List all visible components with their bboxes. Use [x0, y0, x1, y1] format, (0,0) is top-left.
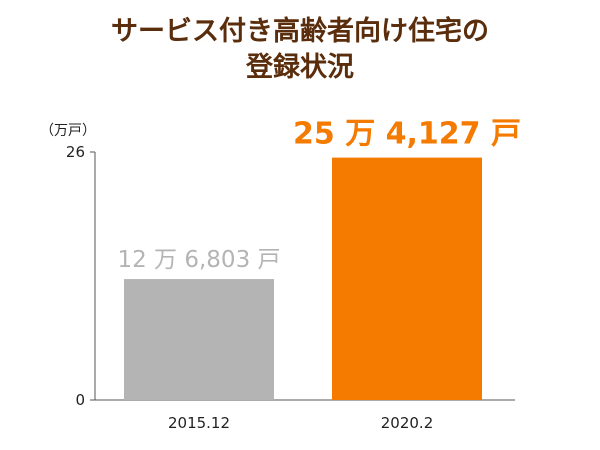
x-tick-label: 2015.12 — [168, 414, 230, 432]
x-tick-label: 2020.2 — [381, 414, 434, 432]
title-line-1: サービス付き高齢者向け住宅の — [111, 16, 489, 47]
data-label-2: 25 万 4,127 戸 — [293, 117, 521, 152]
y-tick-label: 26 — [66, 143, 85, 161]
data-label-1: 12 万 6,803 戸 — [117, 247, 280, 273]
bar-2 — [332, 157, 482, 400]
chart-title: サービス付き高齢者向け住宅の 登録状況 — [0, 14, 600, 86]
title-line-2: 登録状況 — [246, 52, 354, 83]
bar-1 — [124, 279, 274, 400]
y-axis-unit: （万戸） — [40, 123, 96, 139]
y-tick-label: 0 — [75, 391, 85, 409]
